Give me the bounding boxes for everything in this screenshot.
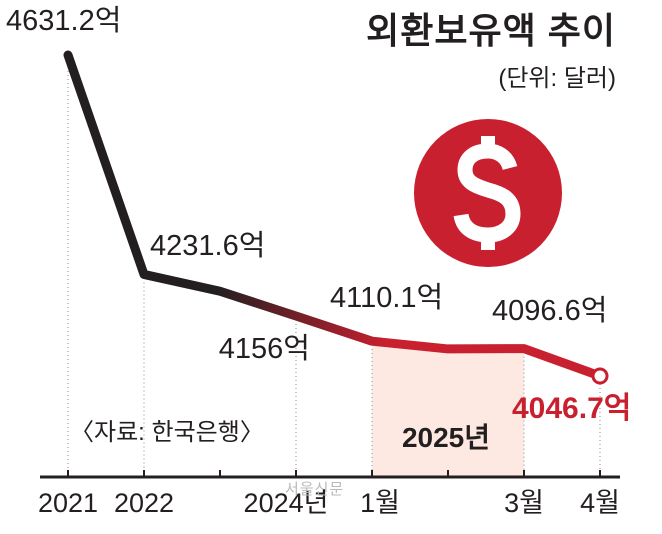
x-tick-label: 2021 xyxy=(38,488,98,518)
data-label: 4631.2억 xyxy=(6,5,121,37)
data-label: 4110.1억 xyxy=(330,282,443,314)
unit-label: (단위: 달러) xyxy=(498,65,616,92)
data-label: 4231.6억 xyxy=(150,230,265,262)
x-tick-label: 1월 xyxy=(360,488,400,518)
highlight-label: 2025년 xyxy=(402,422,490,453)
highlight-region-2025 xyxy=(372,341,524,477)
end-point-marker xyxy=(591,367,609,385)
dollar-sign-icon xyxy=(414,119,562,267)
data-label: 4096.6억 xyxy=(492,295,607,327)
x-tick-label: 2022 xyxy=(114,488,174,518)
source-label: 〈자료: 한국은행〉 xyxy=(70,419,264,446)
chart-title: 외환보유액 추이 xyxy=(366,10,616,51)
x-tick-label: 4월 xyxy=(580,488,620,518)
data-label: 4046.7억 xyxy=(512,392,631,425)
x-tick-label: 3월 xyxy=(504,488,544,518)
x-tick-label: 2024년 xyxy=(244,488,329,518)
watermark: 서울신문 xyxy=(285,481,345,498)
data-label: 4156억 xyxy=(219,333,310,365)
series-line xyxy=(63,50,605,381)
